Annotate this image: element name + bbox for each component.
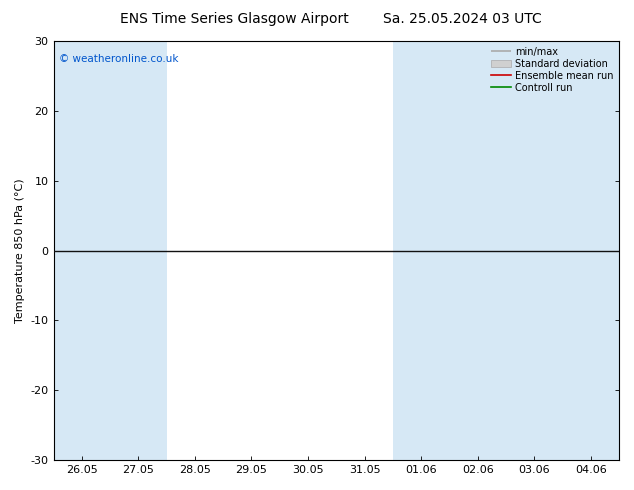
Bar (110, 41, 167, 460)
Text: Sa. 25.05.2024 03 UTC: Sa. 25.05.2024 03 UTC (384, 12, 542, 26)
Text: ENS Time Series Glasgow Airport: ENS Time Series Glasgow Airport (120, 12, 349, 26)
Bar (393, 41, 450, 460)
Bar (506, 41, 562, 460)
Bar (450, 41, 506, 460)
Y-axis label: Temperature 850 hPa (°C): Temperature 850 hPa (°C) (15, 178, 25, 323)
Legend: min/max, Standard deviation, Ensemble mean run, Controll run: min/max, Standard deviation, Ensemble me… (488, 44, 616, 96)
Bar (53, 41, 110, 460)
Text: © weatheronline.co.uk: © weatheronline.co.uk (59, 53, 179, 64)
Bar (562, 41, 619, 460)
